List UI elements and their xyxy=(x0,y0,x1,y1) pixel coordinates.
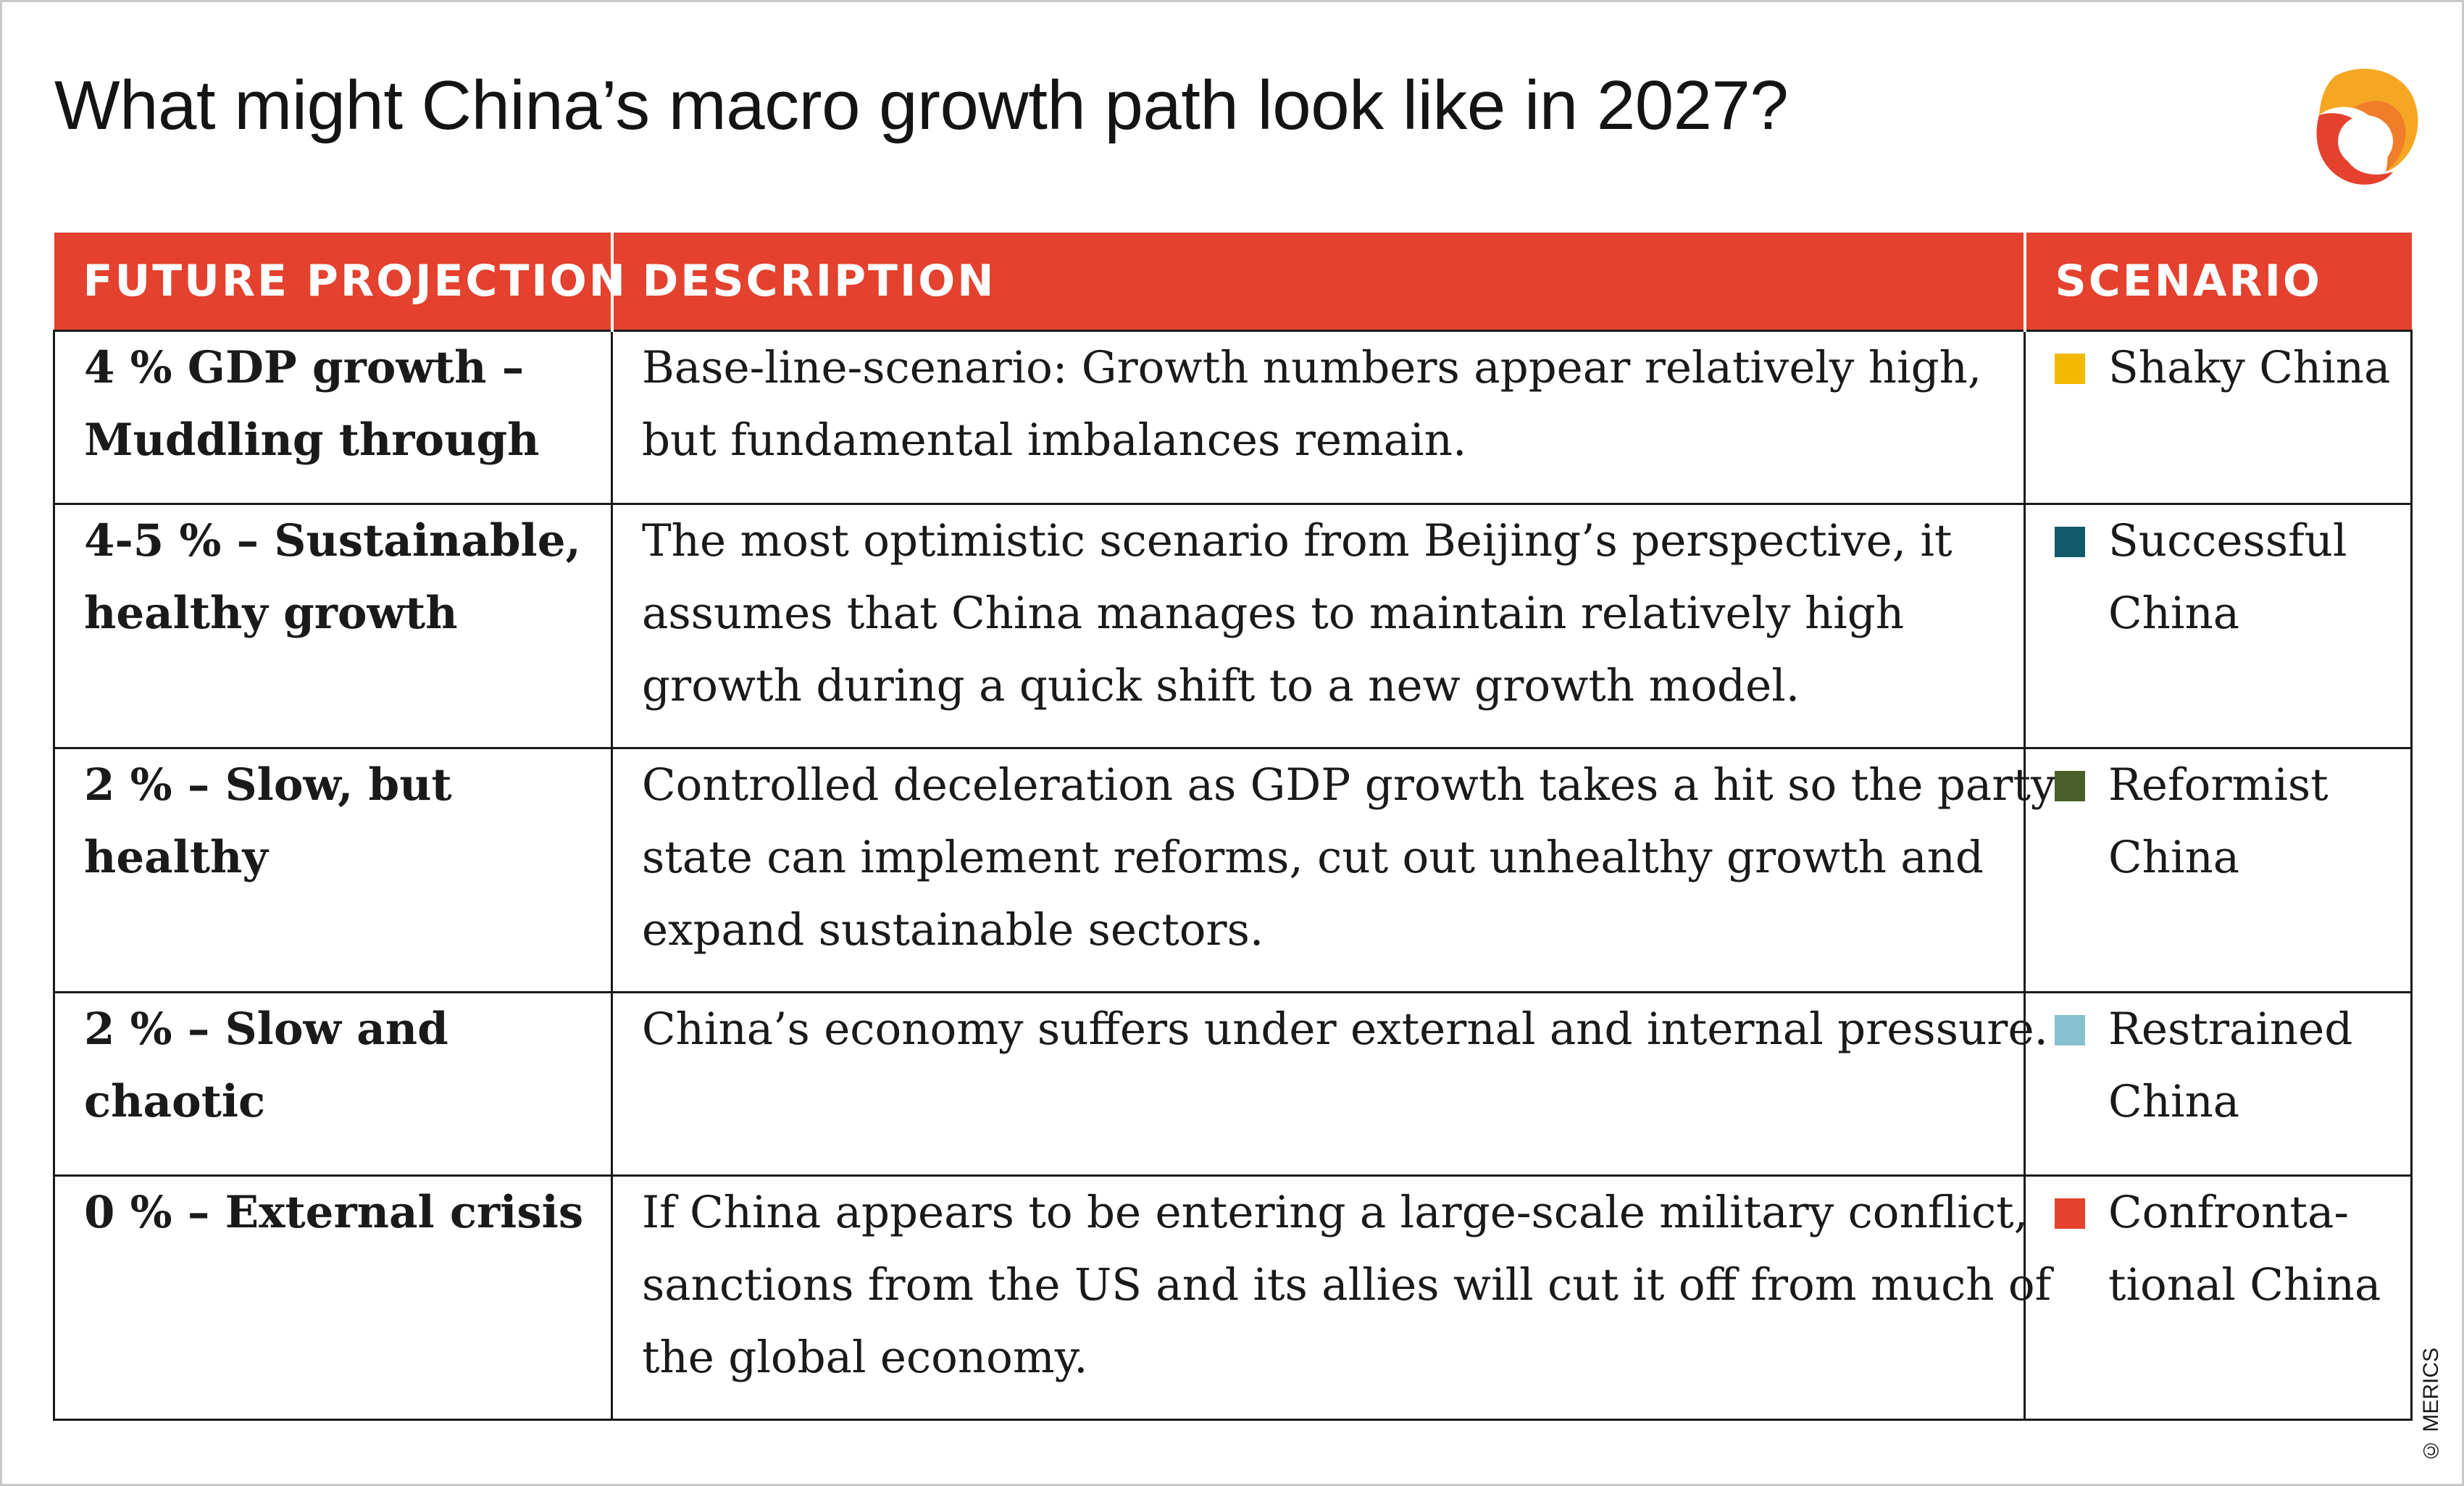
projection-line: 4 % GDP growth – xyxy=(84,342,525,393)
scenario-name: Successful China xyxy=(2108,505,2347,650)
description-cell: The most optimistic scenario from Beijin… xyxy=(611,503,2026,749)
scenario-color-swatch-icon xyxy=(2055,1198,2085,1229)
scenario-table: FUTURE PROJECTION DESCRIPTION SCENARIO 4… xyxy=(53,233,2413,1421)
description-line: China’s economy suffers under external a… xyxy=(642,1003,2048,1055)
scenario-name: Restrained China xyxy=(2108,993,2352,1138)
scenario-label: Shaky China xyxy=(2055,332,2396,404)
description-line: If China appears to be entering a large-… xyxy=(642,1187,2029,1238)
scenario-line: Restrained xyxy=(2108,1003,2353,1055)
scenario-line: China xyxy=(2108,832,2240,883)
table-row: 0 % – External crisis If China appears to… xyxy=(53,1174,2413,1421)
scenario-line: tional China xyxy=(2108,1259,2381,1311)
description-line: Base-line-scenario: Growth numbers appea… xyxy=(642,342,1982,393)
table-row: 4 % GDP growth – Muddling through Base-lin… xyxy=(53,330,2413,505)
description-cell: Base-line-scenario: Growth numbers appea… xyxy=(611,330,2026,505)
table-header-row: FUTURE PROJECTION DESCRIPTION SCENARIO xyxy=(54,233,2412,331)
description-cell: China’s economy suffers under external a… xyxy=(611,991,2048,1177)
scenario-line: Confronta- xyxy=(2108,1187,2349,1238)
projection-line: 0 % – External crisis xyxy=(84,1187,584,1238)
scenario-color-swatch-icon xyxy=(2055,527,2085,557)
projection-cell: 4-5 % – Sustainable, healthy growth xyxy=(53,503,613,749)
scenario-line: Reformist xyxy=(2108,759,2329,811)
scenario-cell: Reformist China xyxy=(2024,747,2413,993)
scenario-color-swatch-icon xyxy=(2055,1015,2085,1045)
description-line: growth during a quick shift to a new gro… xyxy=(642,660,1800,711)
scenario-label: Reformist China xyxy=(2055,749,2396,894)
projection-cell: 2 % – Slow, but healthy xyxy=(53,747,613,993)
scenario-label: Confronta-tional China xyxy=(2055,1177,2396,1322)
description-line: sanctions from the US and its allies wil… xyxy=(642,1259,2052,1311)
projection-line: healthy growth xyxy=(84,588,458,639)
projection-line: Muddling through xyxy=(84,414,540,466)
scenario-line: China xyxy=(2108,588,2240,639)
description-line: state can implement reforms, cut out unh… xyxy=(642,832,1984,883)
description-line: the global economy. xyxy=(642,1332,1088,1383)
description-line: but fundamental imbalances remain. xyxy=(642,414,1467,466)
projection-line: 2 % – Slow, but xyxy=(84,759,452,811)
scenario-cell: Restrained China xyxy=(2024,991,2413,1177)
table-row: 2 % – Slow and chaotic China’s economy suf… xyxy=(53,991,2413,1177)
scenario-label: Successful China xyxy=(2055,505,2396,650)
scenario-label: Restrained China xyxy=(2055,993,2396,1138)
merics-logo-icon xyxy=(2316,68,2418,185)
header-description: DESCRIPTION xyxy=(611,233,2026,331)
table-row: 4-5 % – Sustainable, healthy growth The mo… xyxy=(53,503,2413,749)
scenario-color-swatch-icon xyxy=(2055,771,2085,801)
copyright-notice: © MERICS xyxy=(2419,1347,2443,1462)
projection-line: 4-5 % – Sustainable, xyxy=(84,515,581,567)
table-row: 2 % – Slow, but healthy Controlled deceler… xyxy=(53,747,2413,993)
scenario-line: China xyxy=(2108,1076,2240,1127)
scenario-name: Reformist China xyxy=(2108,749,2329,894)
description-line: The most optimistic scenario from Beijin… xyxy=(642,515,1953,567)
header-future-projection: FUTURE PROJECTION xyxy=(54,233,625,331)
description-line: expand sustainable sectors. xyxy=(642,904,1264,956)
scenario-name: Shaky China xyxy=(2108,332,2390,404)
projection-line: chaotic xyxy=(84,1076,266,1127)
projection-cell: 4 % GDP growth – Muddling through xyxy=(53,330,613,505)
projection-line: 2 % – Slow and xyxy=(84,1003,448,1055)
description-line: Controlled deceleration as GDP growth ta… xyxy=(642,759,2056,811)
page-title: What might China’s macro growth path loo… xyxy=(54,67,1789,144)
scenario-name: Confronta-tional China xyxy=(2108,1177,2381,1322)
projection-cell: 0 % – External crisis xyxy=(53,1174,613,1421)
scenario-line: Shaky China xyxy=(2108,342,2391,393)
description-cell: If China appears to be entering a large-… xyxy=(611,1174,2052,1421)
scenario-cell: Shaky China xyxy=(2024,330,2413,505)
scenario-color-swatch-icon xyxy=(2055,354,2085,384)
scenario-cell: Confronta-tional China xyxy=(2024,1174,2413,1421)
projection-line: healthy xyxy=(84,832,268,883)
scenario-line: Successful xyxy=(2108,515,2347,567)
projection-cell: 2 % – Slow and chaotic xyxy=(53,991,613,1177)
scenario-cell: Successful China xyxy=(2024,503,2413,749)
description-line: assumes that China manages to maintain r… xyxy=(642,588,1905,639)
header-scenario: SCENARIO xyxy=(2024,233,2412,331)
description-cell: Controlled deceleration as GDP growth ta… xyxy=(611,747,2056,993)
